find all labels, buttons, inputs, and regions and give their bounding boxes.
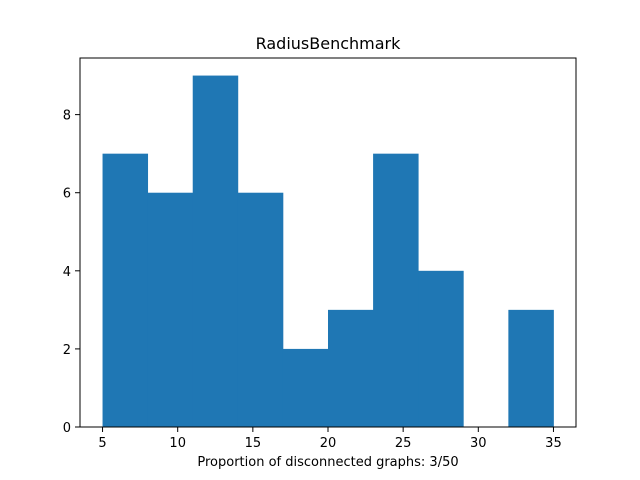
histogram-bar-6 bbox=[373, 153, 419, 427]
y-tick-label-2: 4 bbox=[63, 265, 71, 280]
x-axis-ticks: 5 10 15 20 25 30 35 bbox=[98, 427, 562, 451]
histogram-bar-0 bbox=[102, 153, 149, 427]
bars-group bbox=[102, 75, 554, 428]
y-tick-label-4: 8 bbox=[63, 109, 71, 124]
histogram-bar-1 bbox=[147, 192, 194, 427]
histogram-bar-2 bbox=[192, 75, 239, 428]
y-tick-label-3: 6 bbox=[63, 187, 71, 202]
histogram-bar-5 bbox=[328, 309, 374, 427]
x-axis-label: Proportion of disconnected graphs: 3/50 bbox=[197, 455, 458, 470]
x-tick-label-4: 25 bbox=[395, 436, 412, 451]
x-tick-label-0: 5 bbox=[98, 436, 106, 451]
chart-title: RadiusBenchmark bbox=[256, 34, 402, 53]
x-tick-label-3: 20 bbox=[320, 436, 337, 451]
x-tick-label-5: 30 bbox=[470, 436, 487, 451]
histogram-bar-9 bbox=[508, 309, 554, 427]
histogram-bar-4 bbox=[282, 348, 329, 427]
x-tick-label-1: 10 bbox=[169, 436, 186, 451]
y-axis-ticks: 0 2 4 6 8 bbox=[63, 109, 80, 436]
x-tick-label-6: 35 bbox=[545, 436, 562, 451]
histogram-bar-3 bbox=[237, 192, 284, 427]
x-tick-label-2: 15 bbox=[245, 436, 262, 451]
y-tick-label-1: 2 bbox=[63, 343, 71, 358]
histogram-bar-7 bbox=[418, 270, 464, 427]
y-tick-label-0: 0 bbox=[63, 421, 71, 436]
